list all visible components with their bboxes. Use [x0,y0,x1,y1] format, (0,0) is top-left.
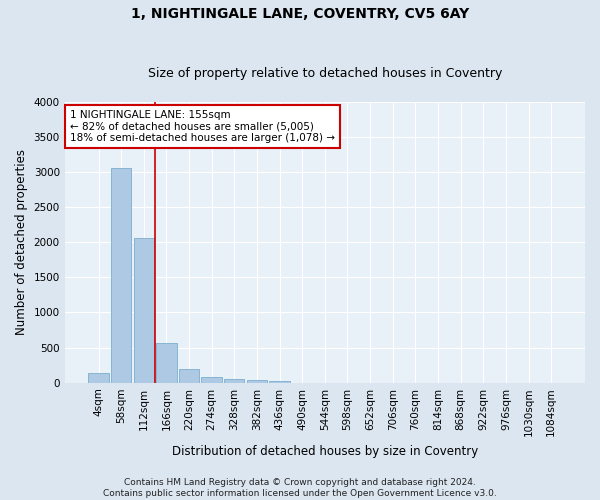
Bar [179,368,199,382]
X-axis label: Distribution of detached houses by size in Coventry: Distribution of detached houses by size … [172,444,478,458]
Text: 1 NIGHTINGALE LANE: 155sqm
← 82% of detached houses are smaller (5,005)
18% of s: 1 NIGHTINGALE LANE: 155sqm ← 82% of deta… [70,110,335,143]
Bar [134,238,154,382]
Text: Contains HM Land Registry data © Crown copyright and database right 2024.
Contai: Contains HM Land Registry data © Crown c… [103,478,497,498]
Y-axis label: Number of detached properties: Number of detached properties [15,149,28,335]
Bar [247,380,267,382]
Bar [156,344,176,382]
Bar [111,168,131,382]
Bar [224,379,244,382]
Bar [269,380,290,382]
Title: Size of property relative to detached houses in Coventry: Size of property relative to detached ho… [148,66,502,80]
Text: 1, NIGHTINGALE LANE, COVENTRY, CV5 6AY: 1, NIGHTINGALE LANE, COVENTRY, CV5 6AY [131,8,469,22]
Bar [88,373,109,382]
Bar [202,377,222,382]
